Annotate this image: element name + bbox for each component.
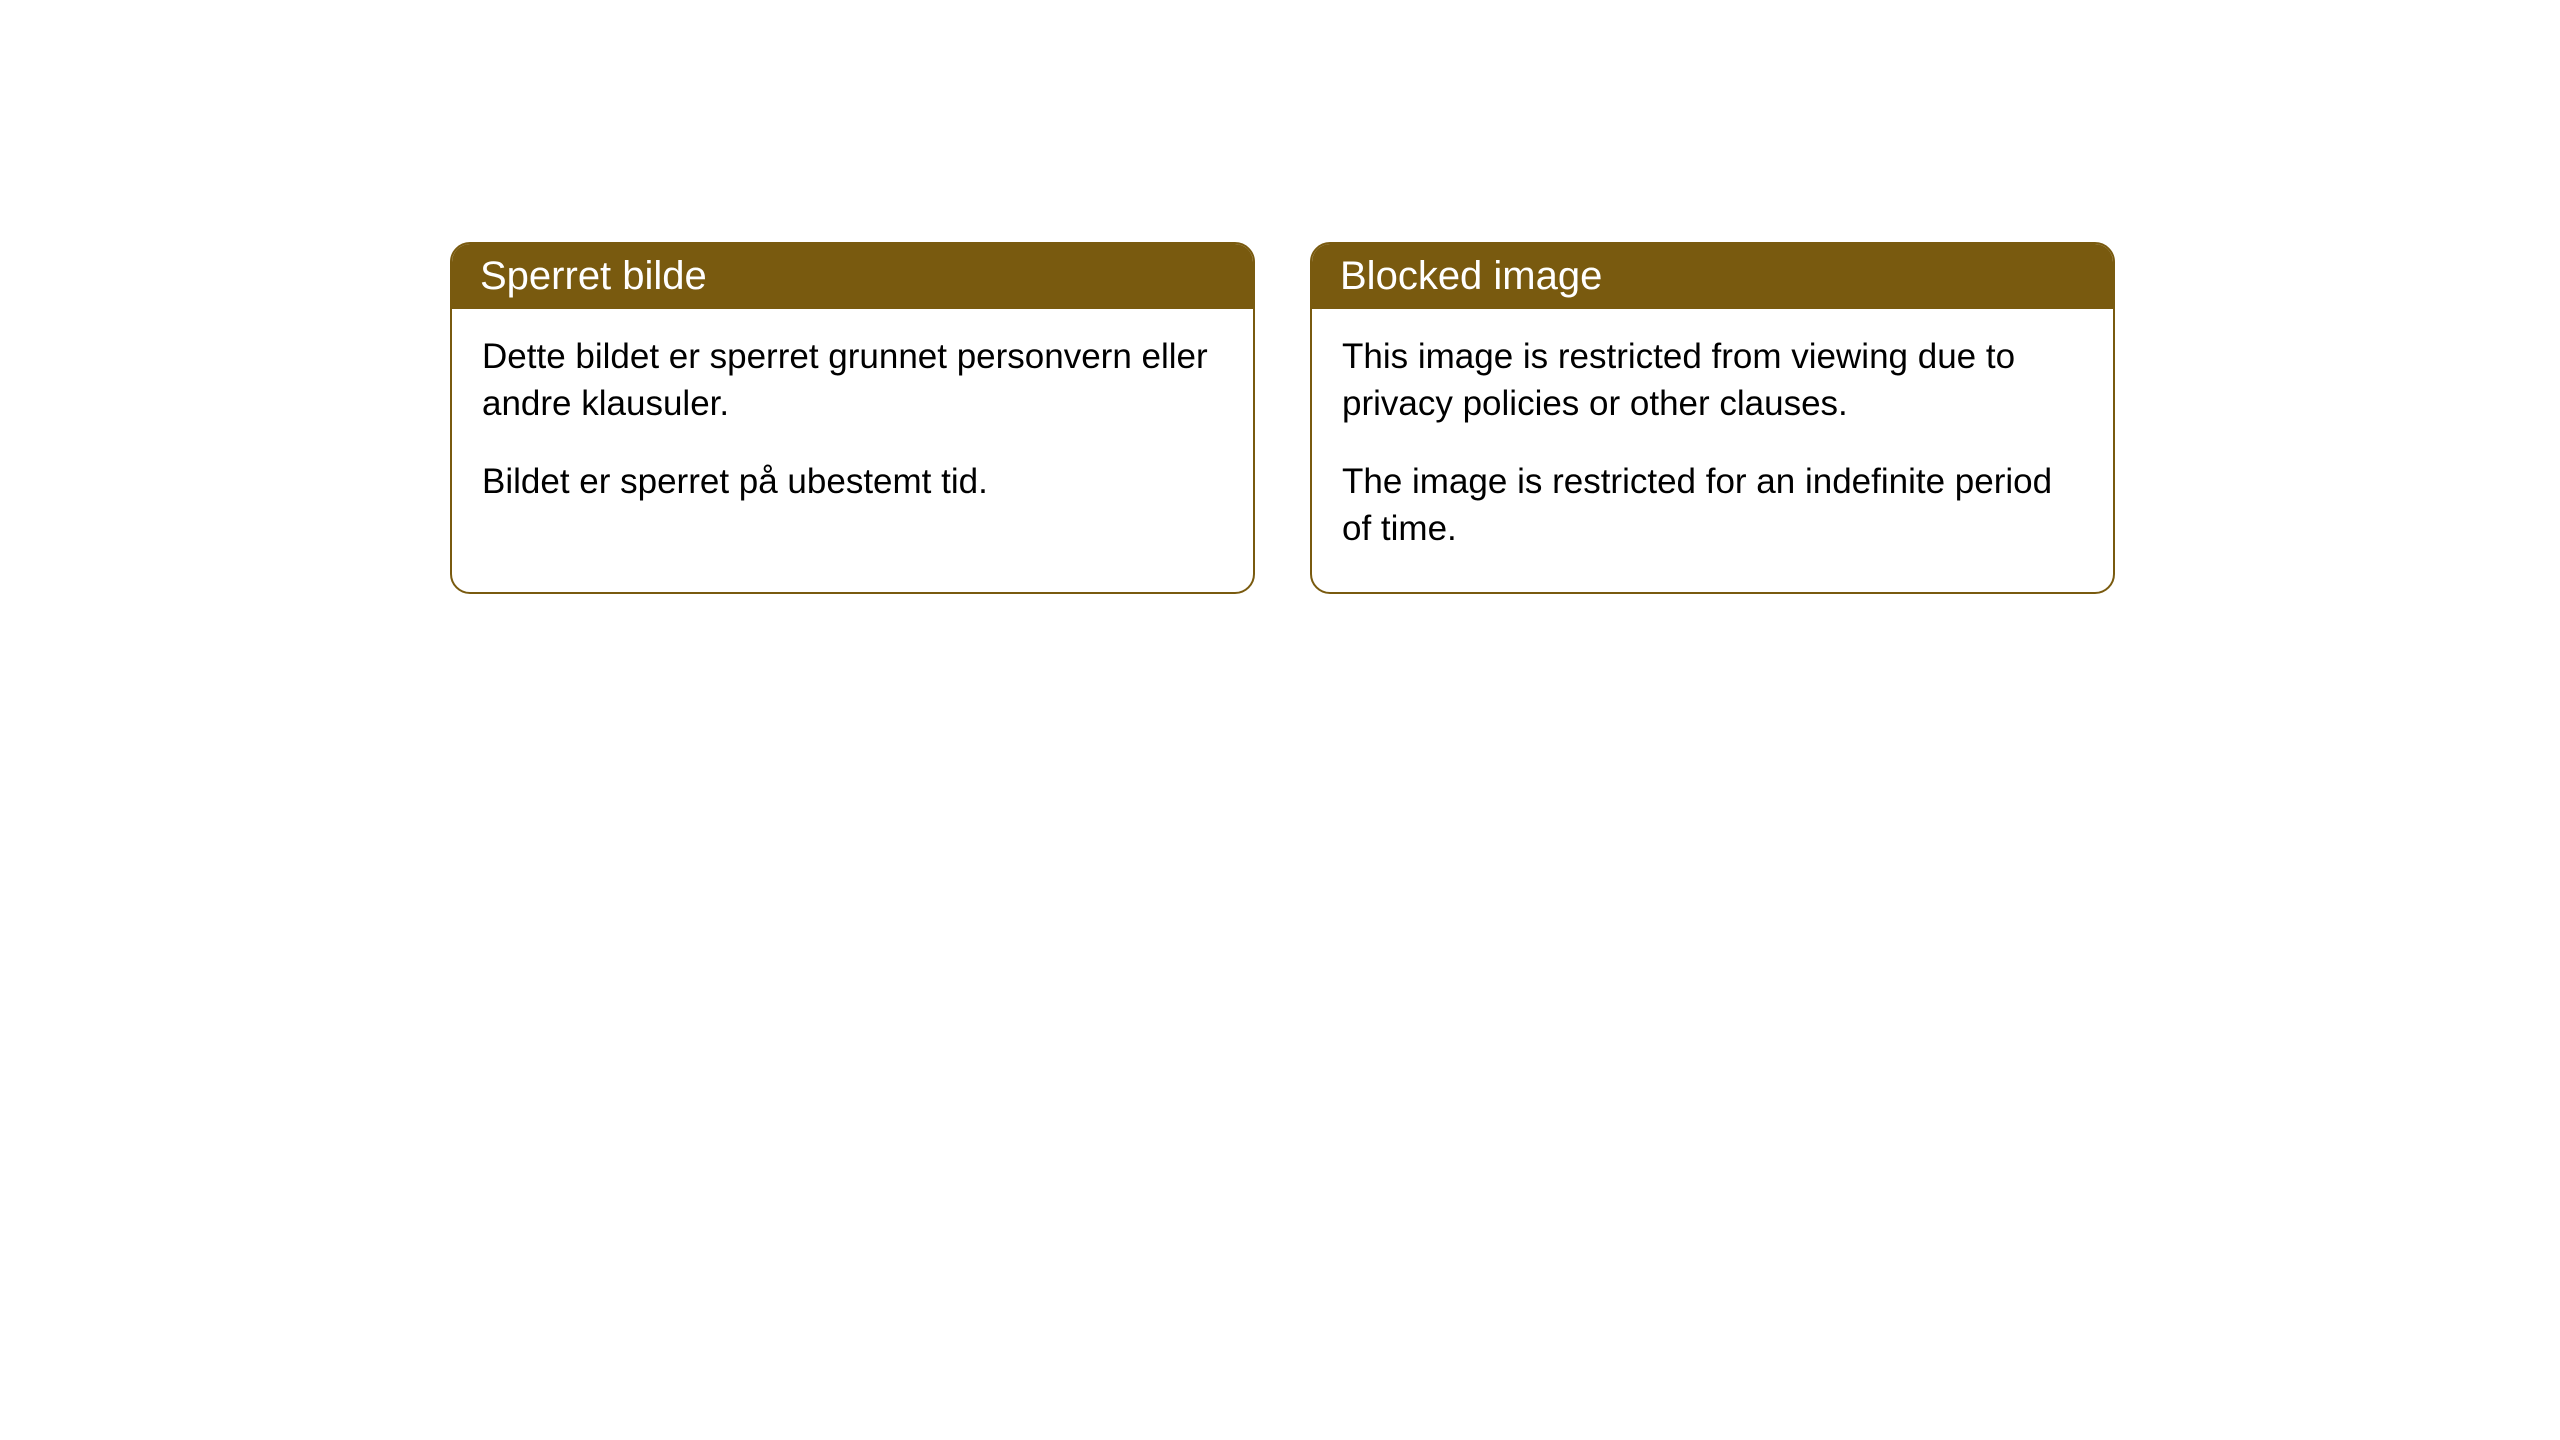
card-title: Sperret bilde — [452, 244, 1253, 309]
card-paragraph: The image is restricted for an indefinit… — [1342, 458, 2083, 553]
card-paragraph: This image is restricted from viewing du… — [1342, 333, 2083, 428]
card-paragraph: Dette bildet er sperret grunnet personve… — [482, 333, 1223, 428]
card-paragraph: Bildet er sperret på ubestemt tid. — [482, 458, 1223, 505]
notice-container: Sperret bilde Dette bildet er sperret gr… — [0, 0, 2560, 594]
blocked-image-card-english: Blocked image This image is restricted f… — [1310, 242, 2115, 594]
card-title: Blocked image — [1312, 244, 2113, 309]
blocked-image-card-norwegian: Sperret bilde Dette bildet er sperret gr… — [450, 242, 1255, 594]
card-body: This image is restricted from viewing du… — [1312, 309, 2113, 592]
card-body: Dette bildet er sperret grunnet personve… — [452, 309, 1253, 545]
